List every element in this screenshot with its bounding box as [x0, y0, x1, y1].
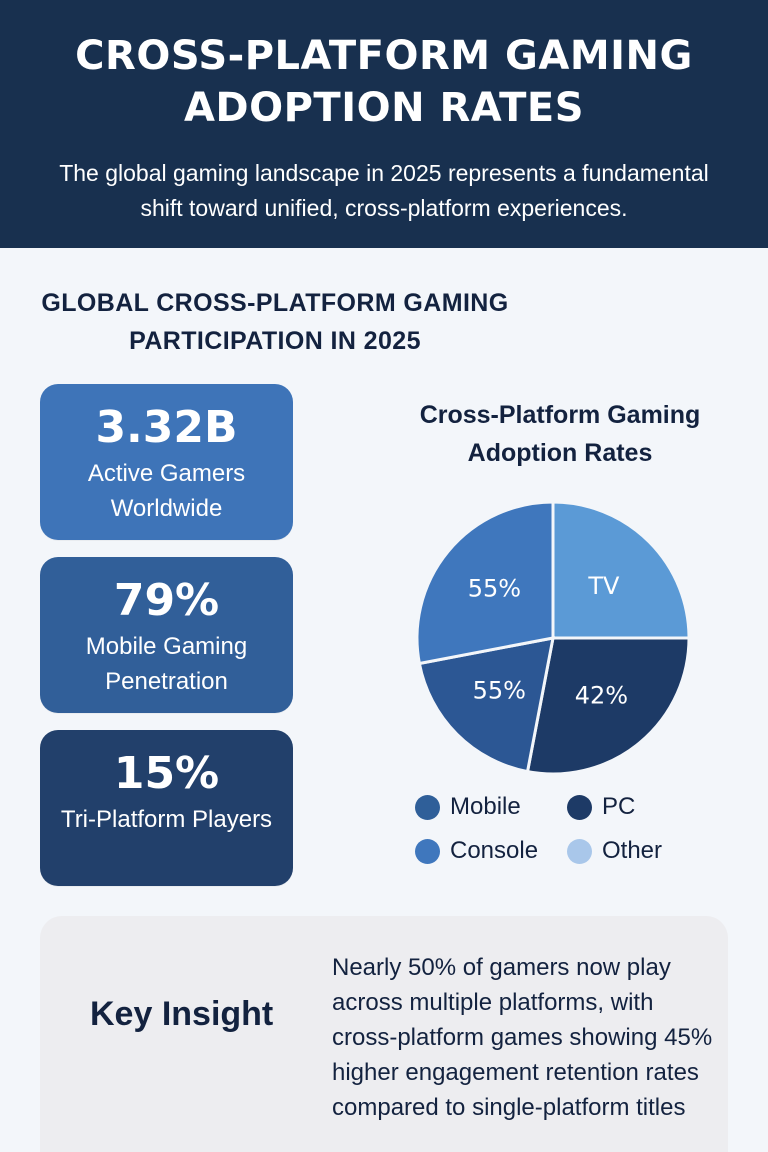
pie-slice-0	[551, 500, 691, 640]
pie-slice-label-2: 55%	[473, 677, 526, 705]
legend-item-pc: PC	[567, 790, 635, 824]
stat-label: Mobile Gaming Penetration	[85, 633, 248, 695]
stat-value: 3.32B	[95, 402, 238, 453]
legend-label: Mobile	[450, 793, 521, 820]
adoption-pie-chart: Cross-Platform Gaming Adoption Rates TV 4…	[385, 396, 735, 876]
pie-slice-1	[525, 636, 691, 776]
stat-label: Active Gamers Worldwide	[87, 460, 246, 522]
stat-card-active-gamers: 3.32B Active Gamers Worldwide	[40, 384, 293, 540]
legend-label: PC	[602, 793, 636, 820]
pie-chart-svg: TV 42% 55% 55%	[415, 500, 691, 776]
header-banner: CROSS-PLATFORM GAMING ADOPTION RATES The…	[0, 0, 768, 248]
page-title: CROSS-PLATFORM GAMING ADOPTION RATES	[75, 33, 693, 131]
pie-slice-label-0: TV	[587, 572, 620, 600]
stat-value: 79%	[113, 575, 220, 626]
legend-swatch	[567, 794, 592, 820]
pie-slice-3	[415, 500, 555, 666]
legend-item-mobile: Mobile	[415, 790, 521, 824]
legend-item-console: Console	[415, 834, 538, 868]
stat-card-tri-platform: 15% Tri-Platform Players	[40, 730, 293, 886]
page-subtitle: The global gaming landscape in 2025 repr…	[59, 160, 709, 221]
key-insight-text: Nearly 50% of gamers now play across mul…	[332, 954, 713, 1121]
pie-slice-2	[417, 636, 555, 774]
legend-swatch	[415, 838, 440, 864]
chart-title: Cross-Platform Gaming Adoption Rates	[419, 401, 701, 467]
stat-value: 15%	[113, 748, 220, 799]
legend-swatch	[415, 794, 440, 820]
legend-item-other: Other	[567, 834, 662, 868]
section-heading: GLOBAL CROSS-PLATFORM GAMING PARTICIPATI…	[41, 289, 509, 355]
stat-label: Tri-Platform Players	[60, 806, 273, 833]
chart-legend: Mobile PC Console Other	[415, 788, 701, 876]
legend-label: Other	[602, 837, 663, 864]
key-insight-title: Key Insight	[90, 995, 274, 1033]
stat-card-mobile-penetration: 79% Mobile Gaming Penetration	[40, 557, 293, 713]
legend-label: Console	[450, 837, 539, 864]
legend-swatch	[567, 838, 592, 864]
pie-slice-label-1: 42%	[575, 682, 628, 710]
pie-slice-label-3: 55%	[468, 575, 521, 603]
key-insight-panel: Key Insight Nearly 50% of gamers now pla…	[40, 916, 728, 1152]
